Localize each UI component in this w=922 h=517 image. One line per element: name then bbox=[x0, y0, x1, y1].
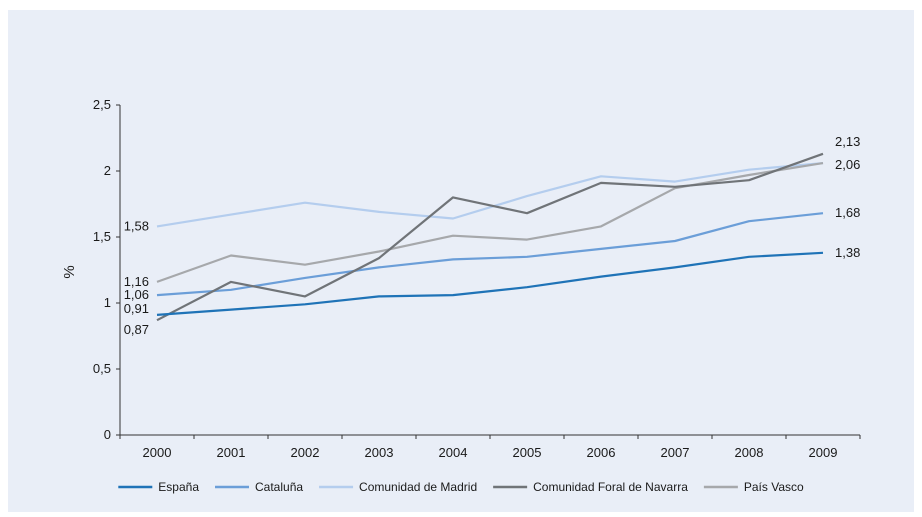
x-tick-label: 2008 bbox=[735, 445, 764, 460]
x-tick-label: 2001 bbox=[217, 445, 246, 460]
chart-panel bbox=[8, 10, 914, 512]
series-line-pa-s-vasco bbox=[156, 162, 824, 283]
series-line-espa-a bbox=[156, 251, 824, 316]
start-value-label: 0,87 bbox=[124, 322, 149, 337]
legend-label: Comunidad Foral de Navarra bbox=[533, 480, 688, 494]
start-value-label: 1,16 bbox=[124, 274, 149, 289]
legend-label: País Vasco bbox=[744, 480, 804, 494]
end-value-label: 1,68 bbox=[835, 205, 860, 220]
y-tick-label: 1 bbox=[104, 295, 111, 310]
x-tick-label: 2005 bbox=[513, 445, 542, 460]
y-tick-label: 1,5 bbox=[93, 229, 111, 244]
y-tick-label: 0,5 bbox=[93, 361, 111, 376]
end-value-label: 1,38 bbox=[835, 245, 860, 260]
x-tick-label: 2007 bbox=[661, 445, 690, 460]
y-axis-label: % bbox=[61, 265, 78, 278]
series-line-comunidad-de-madrid bbox=[156, 162, 824, 228]
x-tick-label: 2009 bbox=[809, 445, 838, 460]
y-tick-label: 2 bbox=[104, 163, 111, 178]
legend-label: Comunidad de Madrid bbox=[359, 480, 477, 494]
x-tick-label: 2000 bbox=[143, 445, 172, 460]
series-line-catalu-a bbox=[156, 212, 824, 297]
x-tick-label: 2002 bbox=[291, 445, 320, 460]
x-tick-label: 2003 bbox=[365, 445, 394, 460]
legend-label: España bbox=[158, 480, 199, 494]
y-tick-label: 0 bbox=[104, 427, 111, 442]
end-value-label: 2,06 bbox=[835, 157, 860, 172]
x-tick-label: 2006 bbox=[587, 445, 616, 460]
end-value-label: 2,13 bbox=[835, 134, 860, 149]
legend-label: Cataluña bbox=[255, 480, 303, 494]
start-value-label: 1,06 bbox=[124, 287, 149, 302]
start-value-label: 1,58 bbox=[124, 218, 149, 233]
x-tick-label: 2004 bbox=[439, 445, 468, 460]
y-tick-label: 2,5 bbox=[93, 97, 111, 112]
series-line-comunidad-foral-de-navarra bbox=[156, 152, 824, 322]
start-value-label: 0,91 bbox=[124, 301, 149, 316]
